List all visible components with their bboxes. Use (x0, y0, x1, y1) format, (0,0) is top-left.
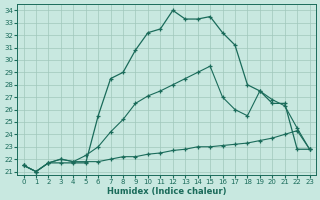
X-axis label: Humidex (Indice chaleur): Humidex (Indice chaleur) (107, 187, 226, 196)
